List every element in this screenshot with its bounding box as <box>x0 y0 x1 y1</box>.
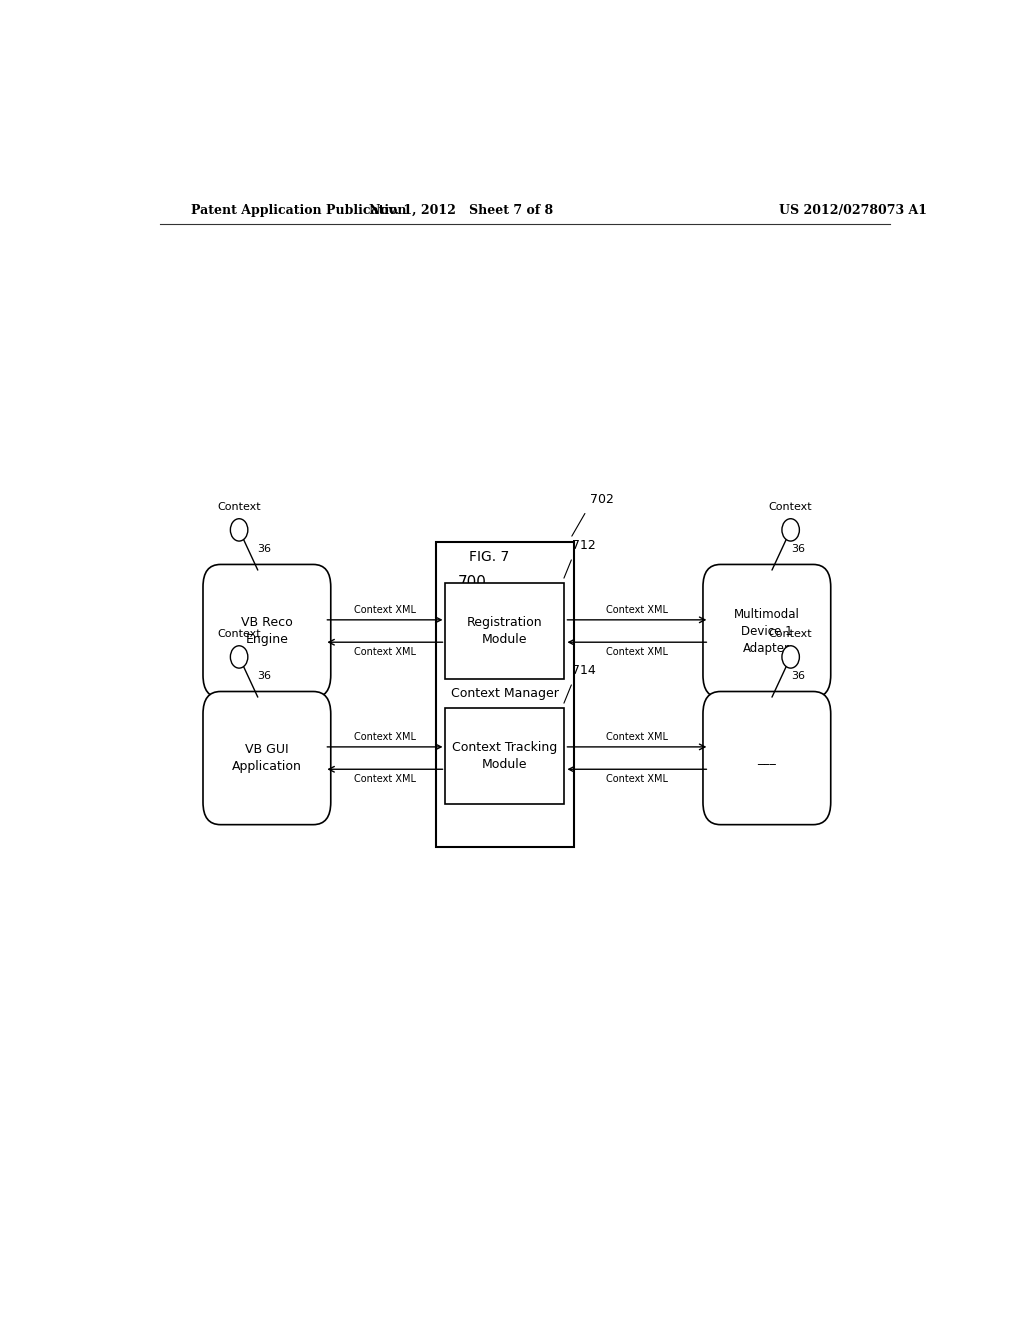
Text: 714: 714 <box>572 664 596 677</box>
Text: ___: ___ <box>758 751 776 764</box>
Bar <box>445 708 564 804</box>
Circle shape <box>230 519 248 541</box>
Text: 36: 36 <box>792 544 805 554</box>
Text: Context XML: Context XML <box>606 605 668 615</box>
FancyBboxPatch shape <box>702 692 830 825</box>
Text: Registration
Module: Registration Module <box>467 616 543 645</box>
Text: Context XML: Context XML <box>354 605 416 615</box>
Text: Context: Context <box>769 628 812 639</box>
Text: Nov. 1, 2012   Sheet 7 of 8: Nov. 1, 2012 Sheet 7 of 8 <box>370 205 553 216</box>
FancyBboxPatch shape <box>203 692 331 825</box>
Text: Context XML: Context XML <box>606 647 668 657</box>
Text: US 2012/0278073 A1: US 2012/0278073 A1 <box>778 205 927 216</box>
Text: VB GUI
Application: VB GUI Application <box>232 743 302 774</box>
Circle shape <box>782 519 800 541</box>
Text: Context: Context <box>769 502 812 512</box>
Text: Context XML: Context XML <box>606 775 668 784</box>
Text: Multimodal
Device 1
Adapter: Multimodal Device 1 Adapter <box>734 607 800 655</box>
Text: Context Manager: Context Manager <box>451 686 559 700</box>
Text: Context: Context <box>217 628 261 639</box>
FancyBboxPatch shape <box>702 565 830 697</box>
Text: Context: Context <box>217 502 261 512</box>
Text: 36: 36 <box>258 671 271 681</box>
Text: Context XML: Context XML <box>606 731 668 742</box>
Text: 36: 36 <box>258 544 271 554</box>
Text: 36: 36 <box>792 671 805 681</box>
Text: 700: 700 <box>458 576 486 590</box>
Text: VB Reco
Engine: VB Reco Engine <box>241 616 293 645</box>
Text: Context XML: Context XML <box>354 647 416 657</box>
Text: Patent Application Publication: Patent Application Publication <box>191 205 407 216</box>
Text: Context Tracking
Module: Context Tracking Module <box>453 741 558 771</box>
Text: Context XML: Context XML <box>354 731 416 742</box>
Text: FIG. 7: FIG. 7 <box>469 549 510 564</box>
Circle shape <box>782 645 800 668</box>
Text: 712: 712 <box>572 540 596 552</box>
Bar <box>435 541 574 846</box>
FancyBboxPatch shape <box>203 565 331 697</box>
Text: Context XML: Context XML <box>354 775 416 784</box>
Text: 702: 702 <box>590 492 614 506</box>
Bar <box>445 582 564 680</box>
Circle shape <box>230 645 248 668</box>
